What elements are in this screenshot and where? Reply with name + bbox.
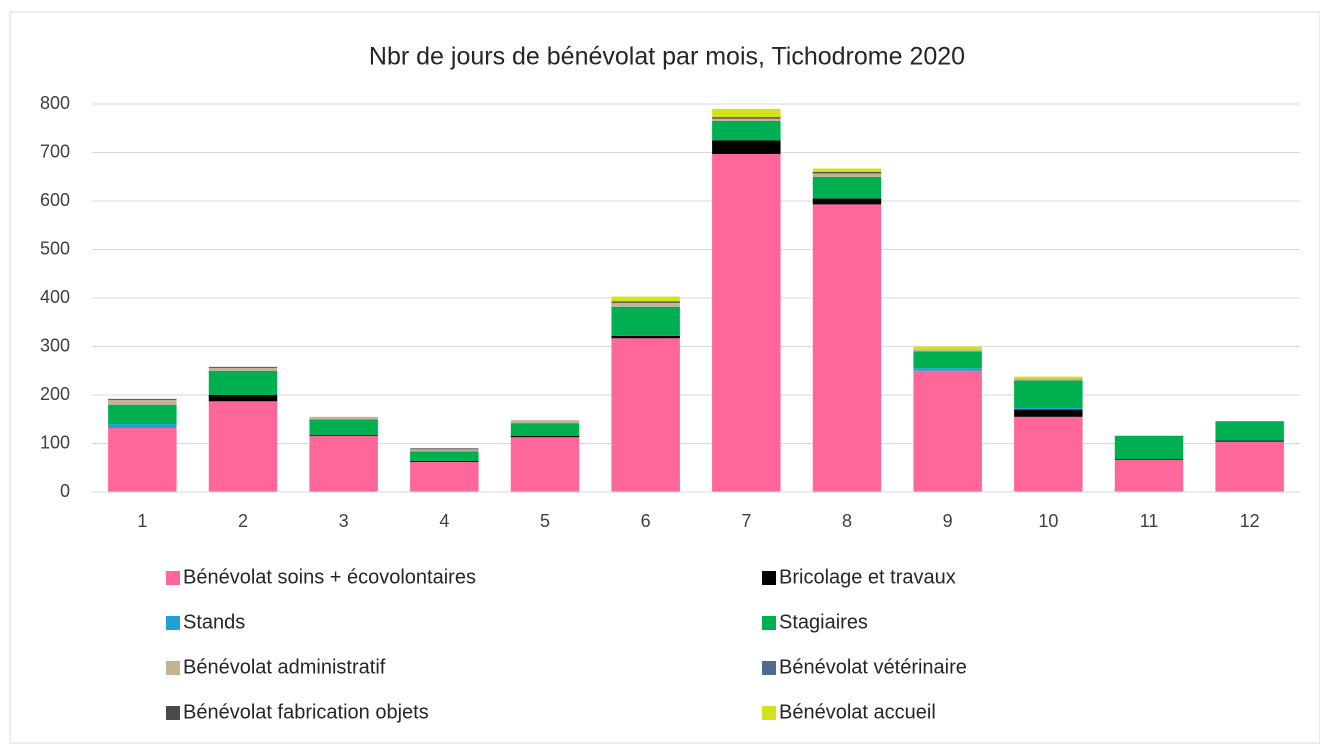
bar-segment bbox=[712, 108, 781, 118]
y-tick-label: 700 bbox=[40, 141, 70, 161]
bar-segment bbox=[913, 346, 982, 350]
bar-segment bbox=[712, 140, 781, 154]
bar-segment bbox=[1114, 435, 1184, 460]
bar-segment bbox=[712, 120, 781, 141]
bar-segment bbox=[712, 117, 781, 119]
x-tick-label: 3 bbox=[339, 511, 349, 531]
y-tick-label: 500 bbox=[40, 238, 70, 258]
bar-segment bbox=[1215, 421, 1284, 441]
bar-segment bbox=[611, 301, 680, 303]
legend-swatch bbox=[166, 616, 180, 630]
bar-segment bbox=[108, 424, 177, 428]
x-tick-label: 4 bbox=[439, 511, 449, 531]
x-tick-label: 6 bbox=[641, 511, 651, 531]
bar-segment bbox=[1014, 409, 1083, 417]
bar-segment bbox=[309, 416, 378, 420]
bar-segment bbox=[510, 420, 580, 424]
bar-segment bbox=[208, 367, 278, 371]
chart-title: Nbr de jours de bénévolat par mois, Tich… bbox=[369, 43, 965, 71]
bar-segment bbox=[309, 419, 378, 435]
y-tick-label: 0 bbox=[60, 481, 70, 501]
bar-segment bbox=[812, 204, 882, 492]
bar-segment bbox=[812, 171, 882, 174]
x-tick-label: 2 bbox=[238, 511, 248, 531]
legend-swatch bbox=[762, 616, 776, 630]
legend-label: Bénévolat administratif bbox=[183, 656, 386, 678]
bar-segment bbox=[812, 173, 882, 177]
legend-swatch bbox=[762, 661, 776, 675]
bar-segment bbox=[410, 448, 479, 450]
bar-segment bbox=[108, 427, 177, 492]
bar-segment bbox=[913, 370, 982, 492]
legend-label: Bénévolat vétérinaire bbox=[779, 656, 967, 678]
y-tick-label: 200 bbox=[40, 384, 70, 404]
x-tick-label: 8 bbox=[842, 511, 852, 531]
bar-segment bbox=[1014, 378, 1083, 381]
x-tick-label: 11 bbox=[1140, 511, 1159, 531]
bar-segment bbox=[208, 401, 278, 492]
bar-segment bbox=[712, 153, 781, 492]
bar-segment bbox=[913, 368, 982, 371]
y-tick-label: 400 bbox=[40, 287, 70, 307]
bar-segment bbox=[410, 449, 479, 452]
x-tick-label: 9 bbox=[943, 511, 953, 531]
bar-segment bbox=[510, 435, 580, 438]
bar-segment bbox=[812, 176, 882, 199]
bar-segment bbox=[1215, 440, 1284, 442]
bar-segment bbox=[410, 460, 479, 462]
legend-swatch bbox=[762, 706, 776, 720]
legend-label: Stagiaires bbox=[779, 611, 868, 633]
bar-segment bbox=[1014, 416, 1083, 492]
bar-segment bbox=[108, 404, 177, 425]
x-tick-label: 1 bbox=[137, 511, 147, 531]
bar-segment bbox=[1114, 459, 1184, 492]
legend-label: Bénévolat fabrication objets bbox=[183, 701, 429, 723]
bar-segment bbox=[208, 370, 278, 395]
bar-segment bbox=[1215, 441, 1284, 492]
bar-segment bbox=[812, 198, 882, 205]
bar-segment bbox=[208, 395, 278, 402]
bar-segment bbox=[611, 296, 680, 302]
bar-segment bbox=[913, 349, 982, 352]
bar-segment bbox=[1014, 380, 1083, 409]
bar-segment bbox=[611, 302, 680, 307]
bar-segment bbox=[611, 335, 680, 339]
bar-segment bbox=[712, 118, 781, 121]
bar-segment bbox=[1014, 376, 1083, 379]
bar-segment bbox=[108, 399, 177, 405]
x-tick-label: 10 bbox=[1038, 511, 1058, 531]
legend-swatch bbox=[166, 706, 180, 720]
legend-swatch bbox=[166, 661, 180, 675]
y-tick-label: 800 bbox=[40, 93, 70, 113]
bar-segment bbox=[611, 338, 680, 492]
legend-swatch bbox=[166, 571, 180, 585]
x-tick-label: 7 bbox=[741, 511, 751, 531]
legend-label: Bricolage et travaux bbox=[779, 566, 956, 588]
bar-segment bbox=[410, 451, 479, 461]
bar-segment bbox=[309, 434, 378, 436]
y-tick-label: 300 bbox=[40, 335, 70, 355]
bar-segment bbox=[913, 351, 982, 369]
bar-segment bbox=[208, 366, 278, 368]
bar-segment bbox=[309, 435, 378, 492]
bar-segment bbox=[108, 398, 177, 400]
bar-segment bbox=[812, 168, 882, 172]
legend-swatch bbox=[762, 571, 776, 585]
legend-label: Bénévolat soins + écovolontaires bbox=[183, 566, 476, 588]
bar-segment bbox=[410, 461, 479, 492]
bar-segment bbox=[1014, 408, 1083, 410]
x-tick-label: 5 bbox=[540, 511, 550, 531]
legend-label: Bénévolat accueil bbox=[779, 701, 936, 723]
x-tick-label: 12 bbox=[1240, 511, 1260, 531]
y-tick-label: 100 bbox=[40, 432, 70, 452]
bar-segment bbox=[510, 423, 580, 436]
bar-segment bbox=[611, 306, 680, 336]
y-tick-label: 600 bbox=[40, 190, 70, 210]
legend-label: Stands bbox=[183, 611, 245, 633]
bar-segment bbox=[510, 437, 580, 492]
